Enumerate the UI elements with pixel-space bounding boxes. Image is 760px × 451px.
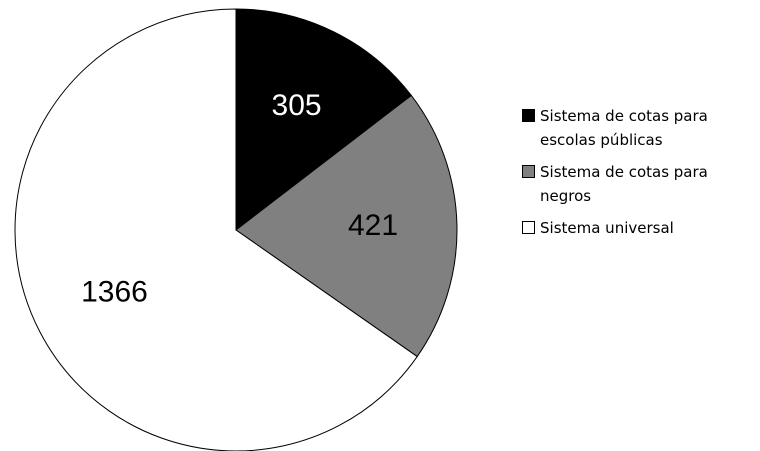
- legend-label-universal: Sistema universal: [540, 219, 674, 237]
- legend-label-negros: Sistema de cotas para negros: [540, 163, 708, 205]
- pie-slices: [14, 8, 458, 451]
- pie-slice-negros: [235, 94, 458, 358]
- data-label-negros: 421: [348, 209, 398, 242]
- data-label-universal: 1366: [81, 275, 148, 308]
- legend-item-escolas-publicas: Sistema de cotas para escolas públicas: [522, 104, 757, 152]
- pie-slice-escolas-publicas: [235, 8, 412, 232]
- pie-data-labels: 305 421 1366: [81, 89, 398, 308]
- legend-swatch-negros: [522, 165, 535, 178]
- legend-label-escolas-publicas: Sistema de cotas para escolas públicas: [540, 107, 708, 149]
- legend: Sistema de cotas para escolas públicas S…: [522, 104, 757, 248]
- legend-swatch-escolas-publicas: [522, 109, 535, 122]
- legend-swatch-universal: [522, 221, 535, 234]
- data-label-escolas-publicas: 305: [272, 89, 322, 122]
- legend-item-universal: Sistema universal: [522, 216, 757, 240]
- pie-slice-universal: [14, 8, 418, 451]
- legend-item-negros: Sistema de cotas para negros: [522, 160, 757, 208]
